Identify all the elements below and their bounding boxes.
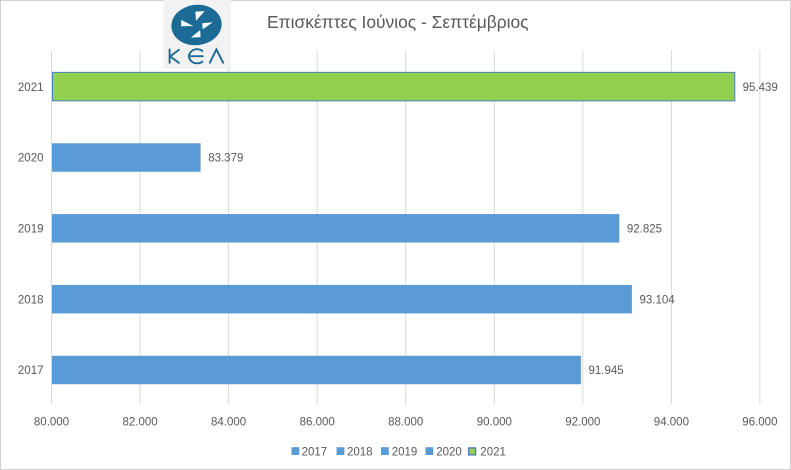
svg-text:92.825: 92.825 [627,224,662,236]
svg-text:2019: 2019 [18,224,44,236]
svg-text:84.000: 84.000 [211,417,246,429]
svg-text:91.945: 91.945 [589,365,624,377]
svg-text:2021: 2021 [18,82,44,94]
svg-text:2020: 2020 [18,153,44,165]
svg-text:2017: 2017 [18,365,44,377]
svg-text:86.000: 86.000 [300,417,335,429]
svg-text:83.379: 83.379 [208,153,243,165]
svg-text:94.000: 94.000 [654,417,689,429]
svg-text:93.104: 93.104 [640,294,676,306]
svg-text:90.000: 90.000 [477,417,512,429]
svg-text:96.000: 96.000 [742,417,777,429]
svg-text:95.439: 95.439 [743,82,778,94]
svg-text:82.000: 82.000 [123,417,158,429]
svg-text:92.000: 92.000 [565,417,600,429]
svg-text:88.000: 88.000 [388,417,423,429]
svg-text:2018: 2018 [347,447,373,459]
svg-text:2020: 2020 [436,447,462,459]
svg-text:2017: 2017 [302,447,328,459]
svg-text:Επισκέπτες Ιούνιος - Σεπτέμβρι: Επισκέπτες Ιούνιος - Σεπτέμβριος [267,12,529,32]
svg-text:2021: 2021 [480,447,506,459]
svg-text:2019: 2019 [392,447,418,459]
svg-text:2018: 2018 [18,294,44,306]
svg-text:80.000: 80.000 [34,417,69,429]
